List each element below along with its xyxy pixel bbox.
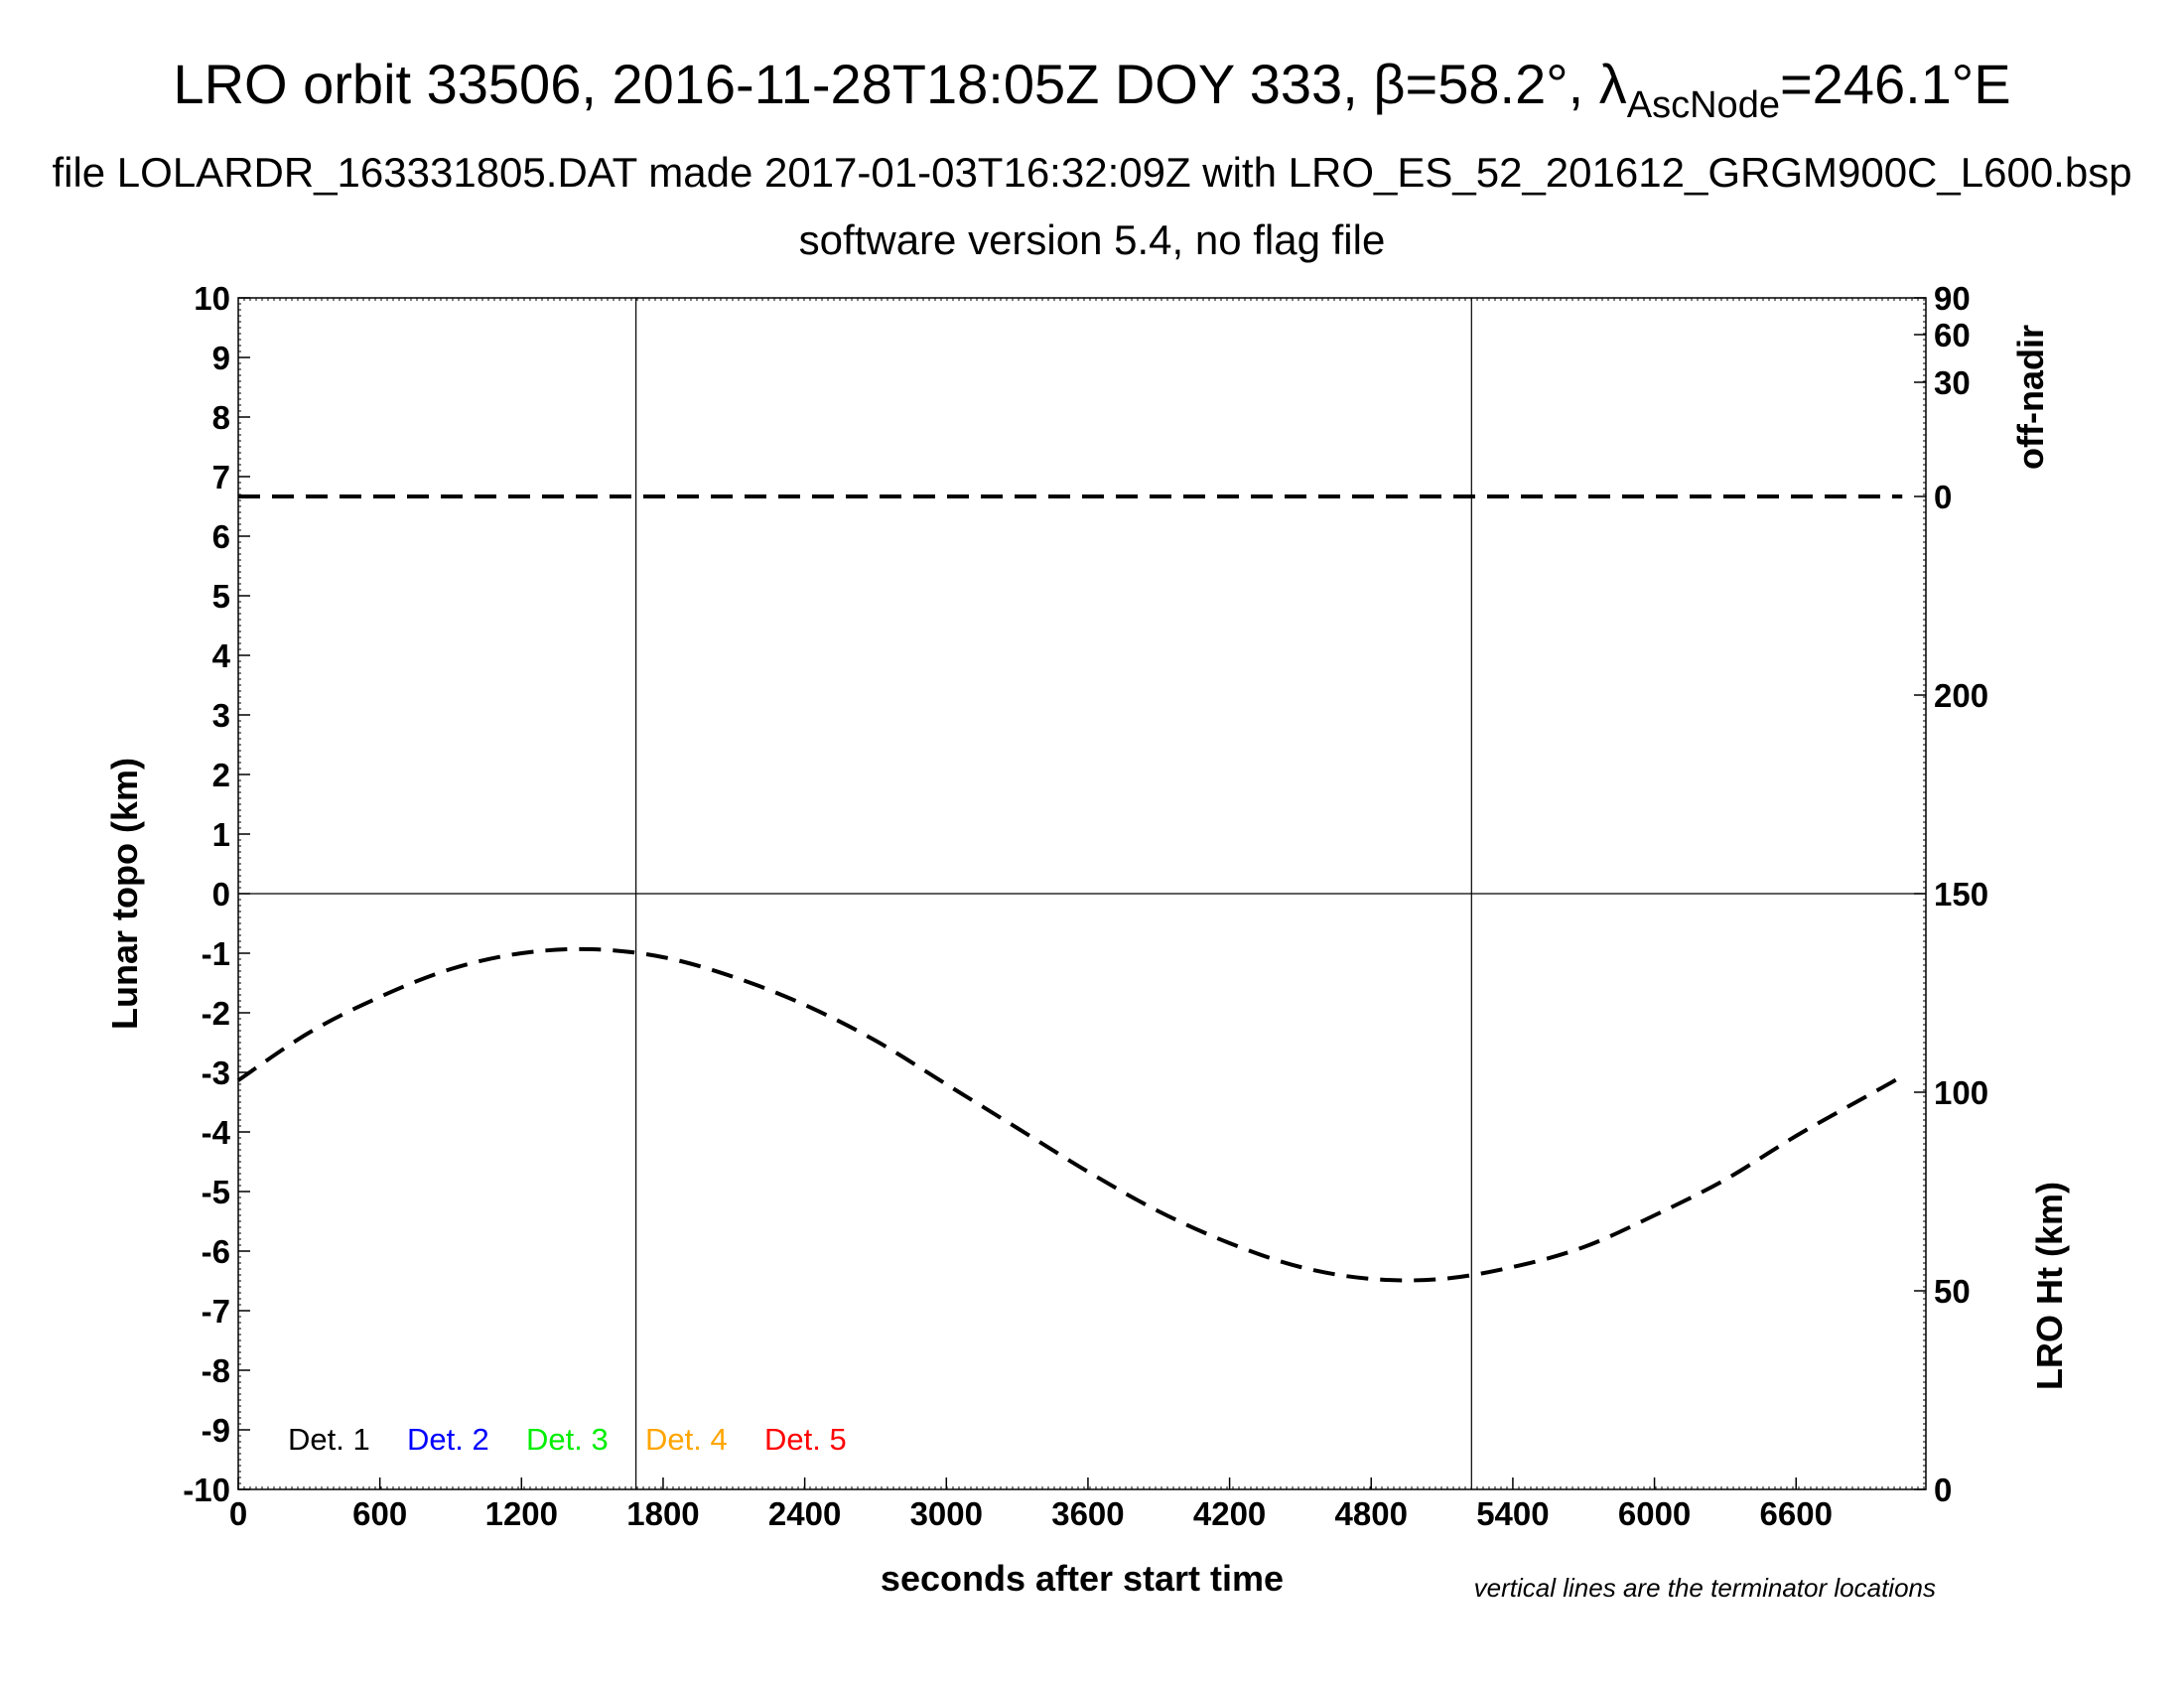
ht-tick-label: 0 <box>1934 1472 1952 1508</box>
ht-tick-label: 50 <box>1934 1273 1971 1310</box>
legend-item-2: Det. 2 <box>407 1422 489 1457</box>
x-tick-label: 5400 <box>1476 1495 1549 1532</box>
y-tick-label: 6 <box>212 518 230 555</box>
y-tick-label: -6 <box>202 1233 230 1270</box>
series-line-1 <box>236 946 1904 1283</box>
y-tick-label: 7 <box>212 459 230 495</box>
x-tick-label: 600 <box>352 1495 407 1532</box>
y-axis-label: Lunar topo (km) <box>104 758 145 1030</box>
legend-item-5: Det. 5 <box>764 1422 847 1457</box>
x-tick-label: 0 <box>229 1495 247 1532</box>
y-tick-label: 3 <box>212 697 230 734</box>
plot-area: 0 600 1200 1800 2400 3000 3600 4200 4800 5400 6000… <box>183 280 1988 1532</box>
chart-subtitle: file LOLARDR_163331805.DAT made 2017-01-… <box>52 149 2131 196</box>
legend-item-3: Det. 3 <box>526 1422 609 1457</box>
y-tick-label: -7 <box>202 1293 230 1330</box>
y-tick-label: -4 <box>202 1114 231 1151</box>
x-tick-label: 4800 <box>1335 1495 1408 1532</box>
y-tick-label: -8 <box>202 1352 230 1389</box>
x-tick-label: 2400 <box>768 1495 841 1532</box>
x-tick-label: 1200 <box>485 1495 558 1532</box>
y-tick-label: -10 <box>183 1472 230 1508</box>
offnadir-tick-label: 0 <box>1934 479 1952 515</box>
x-tick-label: 3000 <box>910 1495 983 1532</box>
ht-tick-label: 150 <box>1934 876 1988 913</box>
offnadir-tick-label: 90 <box>1934 280 1971 317</box>
chart-title: LRO orbit 33506, 2016-11-28T18:05Z DOY 3… <box>173 53 2010 126</box>
chart-subtitle-2: software version 5.4, no flag file <box>799 216 1386 263</box>
y-tick-label: 0 <box>212 876 230 913</box>
offnadir-tick-label: 30 <box>1934 364 1971 401</box>
y-tick-label: 9 <box>212 340 230 376</box>
x-tick-label: 3600 <box>1051 1495 1124 1532</box>
y-tick-label: 2 <box>212 757 230 793</box>
y-tick-label: -2 <box>202 995 230 1032</box>
offnadir-axis-label: off-nadir <box>2010 325 2051 470</box>
y-tick-label: -5 <box>202 1174 230 1210</box>
x-axis-label: seconds after start time <box>881 1558 1284 1599</box>
y-tick-label: -1 <box>202 935 230 972</box>
y-tick-label: -9 <box>202 1412 230 1449</box>
y-tick-label: -3 <box>202 1055 230 1091</box>
x-tick-label: 1800 <box>626 1495 699 1532</box>
offnadir-tick-label: 60 <box>1934 317 1971 353</box>
legend-item-4: Det. 4 <box>645 1422 728 1457</box>
y-tick-label: 4 <box>212 637 231 674</box>
ht-tick-label: 100 <box>1934 1074 1988 1111</box>
y-tick-label: 10 <box>194 280 230 317</box>
ht-tick-label: 200 <box>1934 677 1988 714</box>
x-tick-label: 4200 <box>1193 1495 1266 1532</box>
terminator-note: vertical lines are the terminator locati… <box>1474 1573 1936 1603</box>
lro-ht-axis-label: LRO Ht (km) <box>2029 1182 2070 1390</box>
x-tick-label: 6000 <box>1618 1495 1691 1532</box>
legend-item-1: Det. 1 <box>288 1422 370 1457</box>
y-tick-label: 5 <box>212 578 230 615</box>
x-tick-label: 6600 <box>1760 1495 1833 1532</box>
y-tick-label: 8 <box>212 399 230 436</box>
y-tick-label: 1 <box>212 816 230 853</box>
